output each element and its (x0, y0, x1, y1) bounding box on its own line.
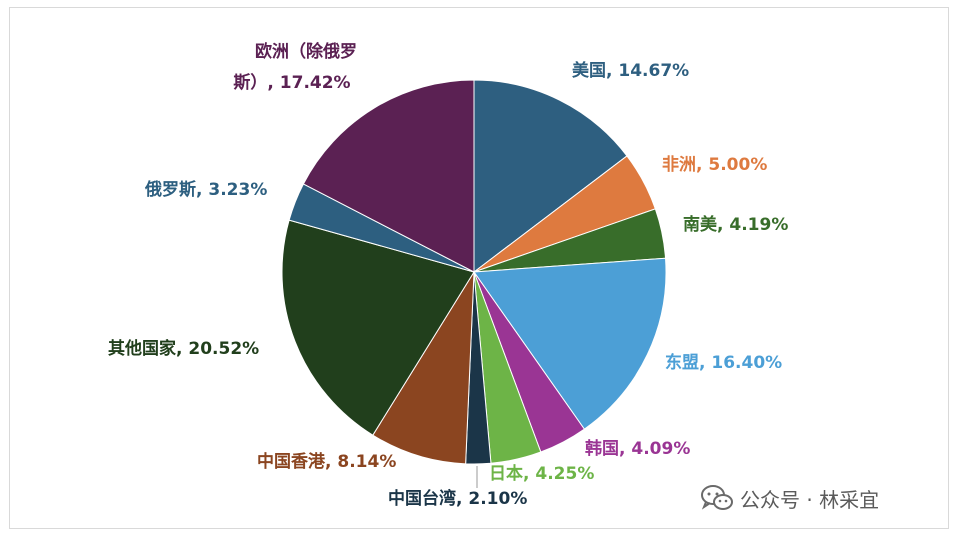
slice-label: 中国台湾, 2.10% (388, 488, 527, 509)
wechat-icon (701, 485, 733, 510)
slice-label: 美国, 14.67% (572, 60, 689, 81)
slice-label: 俄罗斯, 3.23% (144, 179, 267, 200)
pie-slice (473, 257, 667, 430)
pie-slice (473, 79, 628, 274)
slice-label: 欧洲（除俄罗斯）, 17.42% (233, 41, 357, 93)
pie-slice (281, 219, 475, 436)
slice-label: 日本, 4.25% (489, 463, 594, 484)
watermark: 公众号 · 林采宜 (700, 481, 879, 515)
pie-slice (302, 79, 475, 273)
slice-label: 非洲, 5.00% (662, 154, 767, 175)
slice-label: 中国香港, 8.14% (257, 451, 396, 472)
slice-label: 韩国, 4.09% (585, 438, 690, 459)
pie-slice (372, 270, 475, 465)
slice-label: 其他国家, 20.52% (108, 338, 259, 359)
slice-label: 东盟, 16.40% (665, 352, 782, 373)
watermark-text: 公众号 · 林采宜 (740, 487, 880, 512)
slice-label: 南美, 4.19% (683, 214, 788, 235)
